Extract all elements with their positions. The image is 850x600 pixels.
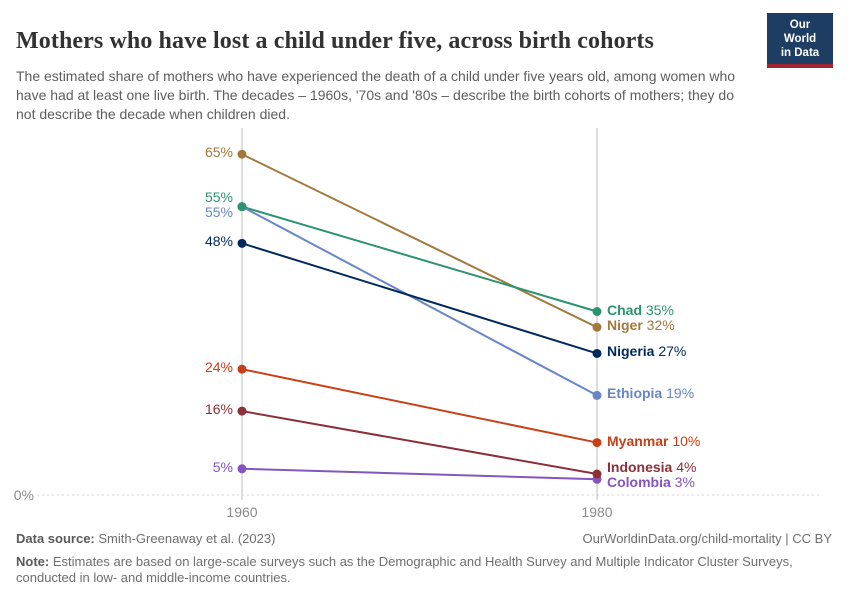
chart-canvas: [37, 128, 820, 500]
data-source-line: Data source: Smith-Greenaway et al. (202…: [16, 531, 275, 546]
end-label-indonesia: Indonesia 4%: [607, 458, 697, 475]
series-dot-end-myanmar: [592, 438, 602, 448]
footer-note: Note: Estimates are based on large-scale…: [16, 554, 798, 587]
page-title: Mothers who have lost a child under five…: [16, 28, 654, 55]
end-label-myanmar: Myanmar 10%: [607, 432, 701, 449]
start-value-label-myanmar: 24%: [204, 359, 233, 376]
series-dot-start-indonesia: [237, 406, 247, 416]
series-dot-start-colombia: [237, 464, 247, 474]
start-value-label-colombia: 5%: [212, 458, 233, 475]
y-axis-baseline-label: 0%: [13, 487, 34, 503]
start-value-label-nigeria: 48%: [204, 233, 233, 250]
footer-row-source: Data source: Smith-Greenaway et al. (202…: [16, 531, 832, 549]
series-dot-start-niger: [237, 149, 247, 159]
series-dot-end-indonesia: [592, 469, 602, 479]
start-value-label-indonesia: 16%: [204, 401, 233, 418]
series-dot-end-chad: [592, 307, 602, 316]
note-text: Estimates are based on large-scale surve…: [16, 554, 793, 586]
series-dot-end-ethiopia: [592, 390, 602, 400]
series-line-niger: [241, 153, 598, 329]
data-source-value: Smith-Greenaway et al. (2023): [98, 531, 276, 546]
end-label-niger: Niger 32%: [607, 317, 675, 334]
note-label: Note:: [16, 554, 50, 569]
credit-link[interactable]: OurWorldinData.org/child-mortality | CC …: [582, 531, 833, 546]
series-line-colombia: [241, 467, 598, 481]
slope-chart: 65% 55% 55% 48% 24% 16% 5% Chad 35% Niger 32% Nig…: [0, 110, 850, 530]
series-line-ethiopia: [241, 205, 598, 397]
end-label-nigeria: Nigeria 27%: [607, 343, 687, 360]
series-dot-end-nigeria: [592, 348, 602, 358]
end-label-ethiopia: Ethiopia 19%: [607, 385, 695, 402]
series-line-nigeria: [241, 242, 598, 355]
end-label-chad: Chad 35%: [607, 301, 674, 318]
start-value-label-niger: 65%: [204, 144, 233, 161]
start-value-label-ethiopia: 55%: [204, 204, 233, 221]
logo-line-1: Our World: [783, 19, 817, 45]
series-line-indonesia: [241, 410, 598, 476]
end-label-colombia: Colombia 3%: [607, 474, 695, 491]
series-dot-start-nigeria: [237, 238, 247, 248]
series-dot-start-chad: [237, 202, 247, 212]
x-tick-1980: 1980: [581, 504, 613, 520]
series-line-myanmar: [241, 368, 598, 444]
logo-line-2: in Data: [780, 46, 820, 59]
series-line-chad: [241, 205, 598, 313]
chart-footer: Data source: Smith-Greenaway et al. (202…: [16, 531, 832, 587]
x-tick-1960: 1960: [226, 504, 258, 520]
series-dot-start-myanmar: [237, 364, 247, 374]
start-value-label-chad: 55%: [204, 188, 233, 205]
owid-logo: Our World in Data: [767, 13, 833, 69]
data-source-label: Data source:: [16, 531, 95, 546]
series-dot-end-niger: [592, 322, 602, 332]
chart-subtitle: The estimated share of mothers who have …: [16, 68, 736, 122]
